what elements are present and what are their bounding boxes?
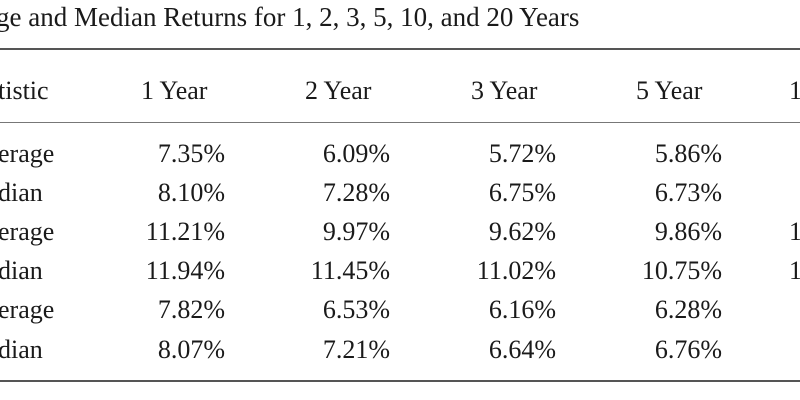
cell-1-year: 7.35% bbox=[157, 139, 225, 168]
cell-2-year: 6.53% bbox=[322, 295, 390, 324]
cell-1-year: 11.94% bbox=[145, 256, 225, 285]
table-title: ge and Median Returns for 1, 2, 3, 5, 10… bbox=[0, 2, 580, 32]
cell-1-year: 7.82% bbox=[157, 295, 225, 324]
header-statistic: tistic bbox=[0, 76, 49, 105]
cell-3-year: 9.62% bbox=[488, 217, 556, 246]
cell-2-year: 9.97% bbox=[322, 217, 390, 246]
top-rule bbox=[0, 48, 800, 50]
header-3-year: 3 Year bbox=[471, 76, 538, 105]
cell-5-year: 6.73% bbox=[654, 178, 722, 207]
row-label: dian bbox=[0, 256, 43, 285]
cell-3-year: 6.64% bbox=[488, 335, 556, 364]
header-rule bbox=[0, 122, 800, 123]
cell-3-year: 5.72% bbox=[488, 139, 556, 168]
row-label: erage bbox=[0, 139, 55, 168]
cell-5-year: 6.76% bbox=[654, 335, 722, 364]
header-2-year: 2 Year bbox=[305, 76, 372, 105]
row-label: dian bbox=[0, 335, 43, 364]
cell-5-year: 6.28% bbox=[654, 295, 722, 324]
cell-1-year: 8.10% bbox=[157, 178, 225, 207]
cell-10-year: 1 bbox=[789, 256, 800, 285]
header-1-year: 1 Year bbox=[141, 76, 208, 105]
row-label: erage bbox=[0, 295, 55, 324]
header-10-year: 1 bbox=[789, 76, 800, 105]
cell-10-year: 1 bbox=[789, 217, 800, 246]
cell-1-year: 11.21% bbox=[145, 217, 225, 246]
cell-5-year: 9.86% bbox=[654, 217, 722, 246]
cell-1-year: 8.07% bbox=[157, 335, 225, 364]
cell-5-year: 10.75% bbox=[641, 256, 722, 285]
cell-3-year: 11.02% bbox=[476, 256, 556, 285]
cell-5-year: 5.86% bbox=[654, 139, 722, 168]
header-5-year: 5 Year bbox=[636, 76, 703, 105]
cell-2-year: 6.09% bbox=[322, 139, 390, 168]
cell-2-year: 7.28% bbox=[322, 178, 390, 207]
cell-2-year: 11.45% bbox=[310, 256, 390, 285]
cell-2-year: 7.21% bbox=[322, 335, 390, 364]
cell-3-year: 6.16% bbox=[488, 295, 556, 324]
row-label: erage bbox=[0, 217, 55, 246]
bottom-rule bbox=[0, 380, 800, 382]
row-label: dian bbox=[0, 178, 43, 207]
cell-3-year: 6.75% bbox=[488, 178, 556, 207]
